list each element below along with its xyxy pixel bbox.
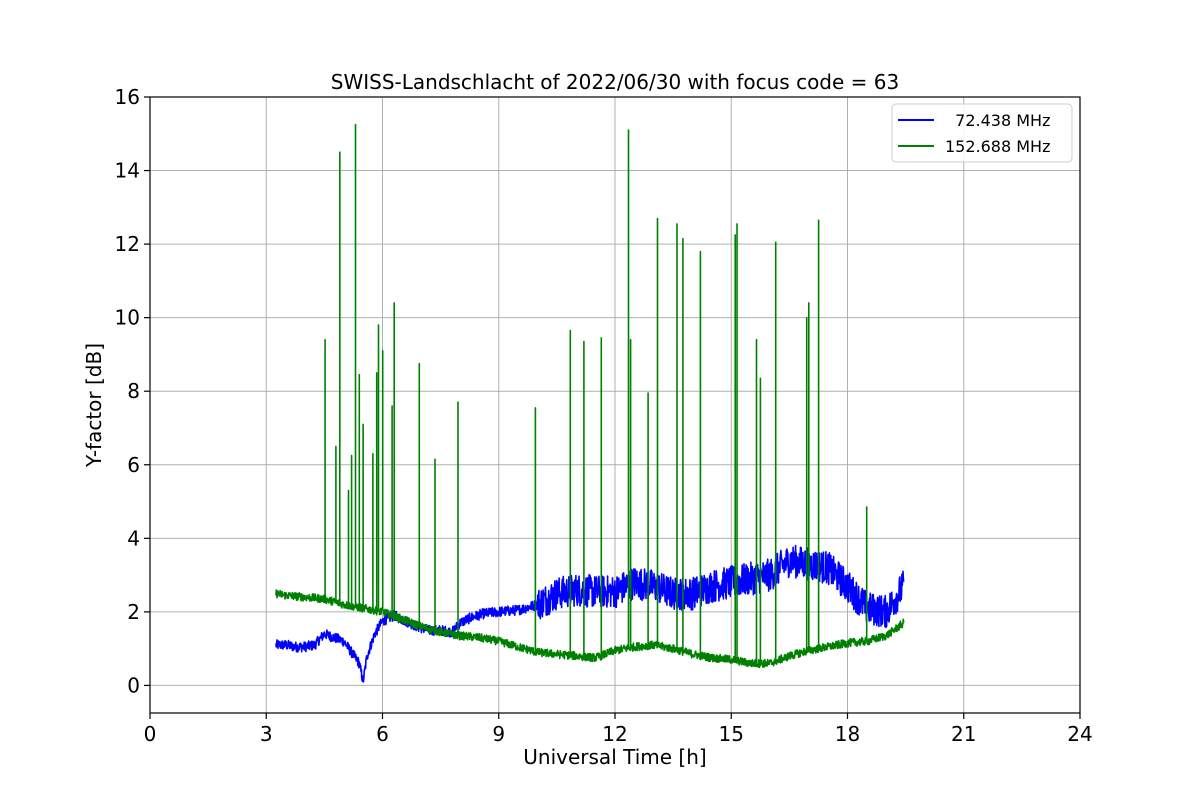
y-tick-label: 12: [115, 232, 140, 256]
y-tick-label: 0: [127, 673, 140, 697]
series-line-152mhz: [275, 123, 905, 669]
series-area: [275, 123, 905, 683]
x-tick-label: 18: [835, 722, 860, 746]
x-axis-title: Universal Time [h]: [523, 745, 706, 769]
x-tick-label: 24: [1067, 722, 1092, 746]
x-tick-label: 12: [602, 722, 627, 746]
y-axis-title: Y-factor [dB]: [82, 343, 106, 468]
x-tick-label: 3: [260, 722, 273, 746]
legend-box: [891, 103, 1073, 163]
y-tick-label: 6: [127, 453, 140, 477]
legend-label-152mhz: 152.688 MHz: [945, 137, 1050, 156]
y-tick-label: 10: [115, 306, 140, 330]
legend-label-72mhz: 72.438 MHz: [945, 111, 1050, 130]
y-tick-label: 16: [115, 85, 140, 109]
x-tick-label: 6: [376, 722, 389, 746]
chart-title: SWISS-Landschlacht of 2022/06/30 with fo…: [331, 70, 899, 94]
y-tick-label: 14: [115, 159, 140, 183]
series-line-72mhz: [275, 544, 905, 683]
x-tick-label: 21: [951, 722, 976, 746]
x-tick-label: 9: [492, 722, 505, 746]
x-tick-label: 15: [719, 722, 744, 746]
grid: [149, 96, 1081, 713]
x-tick-label: 0: [144, 722, 157, 746]
y-tick-label: 4: [127, 526, 140, 550]
legend: 72.438 MHz 152.688 MHz: [891, 103, 1073, 163]
y-tick-label: 2: [127, 600, 140, 624]
y-tick-label: 8: [127, 379, 140, 403]
